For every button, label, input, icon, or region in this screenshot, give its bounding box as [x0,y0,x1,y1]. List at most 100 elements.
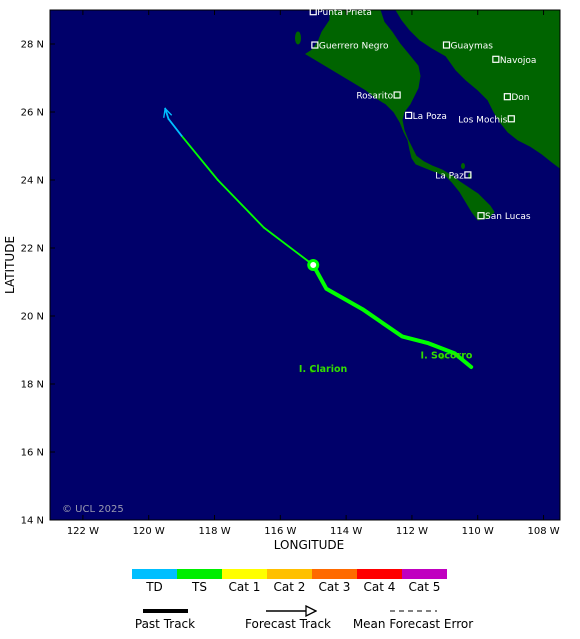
storm-tracks [165,109,474,369]
forecast-track-segment [180,134,219,181]
legend-category: TS [177,569,222,594]
x-axis-ticks: 122 W 120 W 118 W 116 W 114 W 112 W 110 W 108 W [67,10,560,537]
x-tick: 118 W [198,10,231,537]
forecast-track-segment [165,109,168,120]
x-tick-label: 112 W [396,526,428,537]
legend-swatch [132,569,177,579]
legend-swatch [312,569,357,579]
y-tick: 28 N [21,40,55,51]
city-marker-icon [492,55,500,63]
y-tick: 18 N [21,380,55,391]
island-socorro-shape [439,354,445,360]
legend-swatch [267,569,312,579]
legend-category-label: Cat 4 [364,580,396,594]
island-label: I. Clarion [299,364,348,375]
city: Guerrero Negro [311,41,389,52]
city-marker-icon [477,212,485,220]
y-tick: 16 N [21,448,55,459]
y-tick: 14 N [21,516,55,527]
x-tick-label: 118 W [198,526,230,537]
legend-category: Cat 1 [222,569,267,594]
mean-error-legend: Mean Forecast Error [353,610,473,631]
x-tick-label: 114 W [330,526,362,537]
mean-error-label: Mean Forecast Error [353,617,473,631]
x-tick: 120 W [133,10,165,537]
legend-category-label: Cat 5 [409,580,441,594]
y-tick-label: 26 N [21,108,44,119]
legend-category-label: TD [145,580,163,594]
y-tick-label: 28 N [21,40,44,51]
island-label: I. Socorro [421,351,473,362]
city: Don [503,93,529,103]
forecast-track-legend: Forecast Track [245,611,331,631]
y-axis-label: LATITUDE [3,236,17,294]
x-tick: 108 W [527,10,560,537]
city-marker-icon [442,41,451,49]
legend-category: Cat 5 [402,569,447,594]
y-tick: 20 N [21,312,55,323]
city-label: Navojoa [500,56,537,66]
y-tick-label: 20 N [21,312,44,323]
city-label: Guaymas [450,42,493,52]
x-tick: 122 W [67,10,99,537]
x-tick-label: 108 W [527,526,559,537]
city-marker-icon [405,111,413,120]
legend-category-label: TS [191,580,207,594]
land-masses [295,10,560,373]
city-label: La Paz [435,171,464,181]
copyright-text: © UCL 2025 [62,504,124,515]
city-marker-icon [309,8,317,16]
city-markers: Punta Prieta Guerrero Negro Guaymas Navojoa… [309,8,537,222]
y-tick-label: 18 N [21,380,44,391]
x-tick: 114 W [330,10,362,537]
mexico-mainland [395,10,560,169]
city-marker-icon [311,41,319,49]
city-label: Guerrero Negro [319,42,389,52]
x-tick-label: 116 W [264,526,296,537]
island-clarion-shape [310,369,314,373]
city: Los Mochis [458,115,515,125]
x-axis-label: LONGITUDE [274,538,344,552]
city-label: Punta Prieta [317,8,372,18]
y-tick-label: 16 N [21,448,44,459]
legend-swatch [402,569,447,579]
city: Punta Prieta [309,8,372,18]
legend-category: TD [132,569,177,594]
legend-category-label: Cat 3 [319,580,351,594]
city-label: Don [511,93,529,103]
legend-category: Cat 2 [267,569,312,594]
legend-swatch [177,569,222,579]
y-tick-label: 14 N [21,516,44,527]
past-track-line [311,263,474,369]
city: Navojoa [492,55,537,66]
island-labels: I. Clarion I. Socorro [299,351,473,376]
y-tick: 26 N [21,108,55,119]
legend-category: Cat 3 [312,569,357,594]
x-tick: 110 W [462,10,494,537]
legend-category-label: Cat 1 [229,580,261,594]
y-tick-label: 22 N [21,244,44,255]
city-label: Rosarito [356,92,393,102]
city-marker-icon [393,91,401,99]
island-espiritu-santo [461,163,465,169]
past-track-label: Past Track [135,617,195,631]
legend-category: Cat 4 [357,569,402,594]
forecast-track-label: Forecast Track [245,617,331,631]
city-marker-icon [464,171,472,179]
y-axis-ticks: 14 N 16 N 18 N 20 N 22 N 24 N 26 N 28 N [21,40,55,527]
x-tick-label: 122 W [67,526,99,537]
city: Guaymas [442,41,493,52]
forecast-track-segment [262,226,315,266]
legend-swatch [357,569,402,579]
island-cedros [295,31,301,45]
baja-peninsula [305,10,495,221]
city-marker-icon [503,93,511,101]
city: La Poza [405,111,447,122]
x-tick-label: 110 W [462,526,494,537]
x-tick-label: 120 W [133,526,165,537]
city: La Paz [435,171,472,181]
x-tick: 116 W [264,10,297,537]
forecast-track-segment [167,117,183,137]
city: Rosarito [356,91,401,102]
city-label: San Lucas [485,212,531,222]
